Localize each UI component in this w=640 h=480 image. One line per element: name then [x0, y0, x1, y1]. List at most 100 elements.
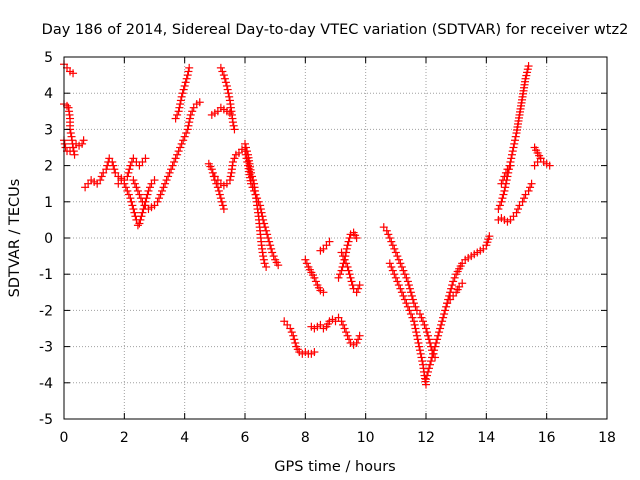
data-point — [137, 212, 146, 221]
data-point — [259, 255, 268, 264]
data-point — [403, 302, 412, 311]
data-point — [219, 205, 228, 214]
data-point — [266, 241, 275, 250]
data-point — [221, 78, 230, 87]
data-point — [418, 317, 427, 326]
data-point — [345, 270, 354, 279]
data-point — [78, 139, 87, 148]
data-point — [405, 306, 414, 315]
data-point — [208, 168, 217, 177]
y-tick-label: -4 — [39, 376, 53, 392]
data-point — [182, 74, 191, 83]
data-point — [176, 96, 185, 105]
data-point — [153, 197, 162, 206]
data-point — [428, 353, 437, 362]
data-point — [259, 252, 268, 261]
data-point — [425, 364, 434, 373]
data-point — [334, 273, 343, 282]
data-point — [338, 262, 347, 271]
data-point — [524, 62, 533, 71]
data-point — [128, 201, 137, 210]
data-point — [223, 85, 232, 94]
data-point — [123, 172, 132, 181]
data-point — [218, 67, 227, 76]
data-point — [216, 63, 225, 72]
data-point — [394, 281, 403, 290]
data-point — [384, 230, 393, 239]
data-point — [514, 205, 523, 214]
data-point — [158, 186, 167, 195]
data-point — [185, 114, 194, 123]
data-point — [431, 342, 440, 351]
data-point — [287, 328, 296, 337]
data-point — [337, 266, 346, 275]
data-point — [260, 259, 269, 268]
data-point — [506, 161, 515, 170]
data-point — [485, 232, 494, 241]
data-point — [511, 132, 520, 141]
x-tick-label: 16 — [538, 430, 556, 446]
data-point — [355, 281, 364, 290]
data-point — [171, 114, 180, 123]
data-point — [432, 338, 441, 347]
x-tick-label: 12 — [417, 430, 435, 446]
data-point — [434, 331, 443, 340]
data-point — [301, 255, 310, 264]
data-point — [156, 190, 165, 199]
data-point — [397, 262, 406, 271]
data-point — [150, 176, 159, 185]
y-tick-label: -5 — [39, 412, 53, 428]
data-point — [265, 237, 274, 246]
data-point — [518, 197, 527, 206]
x-tick-label: 6 — [241, 430, 250, 446]
data-series — [60, 60, 554, 389]
data-point — [218, 201, 227, 210]
data-point — [527, 179, 536, 188]
data-point — [409, 299, 418, 308]
data-point — [430, 346, 439, 355]
data-point — [229, 121, 238, 130]
data-point — [512, 208, 521, 217]
data-point — [498, 176, 507, 185]
data-point — [447, 284, 456, 293]
data-point — [248, 172, 257, 181]
data-point — [498, 194, 507, 203]
data-point — [400, 270, 409, 279]
data-point — [342, 244, 351, 253]
data-point — [167, 165, 176, 174]
data-point — [404, 281, 413, 290]
data-point — [130, 208, 139, 217]
data-point — [442, 302, 451, 311]
y-tick-label: -3 — [39, 340, 53, 356]
data-point — [412, 331, 421, 340]
data-point — [388, 266, 397, 275]
data-point — [424, 331, 433, 340]
data-point — [173, 110, 182, 119]
data-point — [124, 168, 133, 177]
data-point — [343, 331, 352, 340]
data-point — [126, 194, 135, 203]
data-point — [155, 194, 164, 203]
y-tick-label: 5 — [44, 50, 53, 66]
data-point — [145, 183, 154, 192]
y-tick-label: 0 — [44, 231, 53, 247]
data-point — [497, 179, 506, 188]
data-point — [289, 331, 298, 340]
data-point — [225, 109, 234, 118]
data-point — [344, 266, 353, 275]
data-point — [393, 277, 402, 286]
data-point — [435, 328, 444, 337]
data-point — [133, 186, 142, 195]
data-point — [524, 186, 533, 195]
data-point — [144, 186, 153, 195]
data-point — [433, 335, 442, 344]
data-point — [423, 328, 432, 337]
data-point — [319, 288, 328, 297]
data-point — [135, 219, 144, 228]
data-point — [180, 132, 189, 141]
data-point — [341, 252, 350, 261]
data-point — [110, 165, 119, 174]
data-point — [177, 139, 186, 148]
data-point — [390, 244, 399, 253]
data-point — [132, 183, 141, 192]
